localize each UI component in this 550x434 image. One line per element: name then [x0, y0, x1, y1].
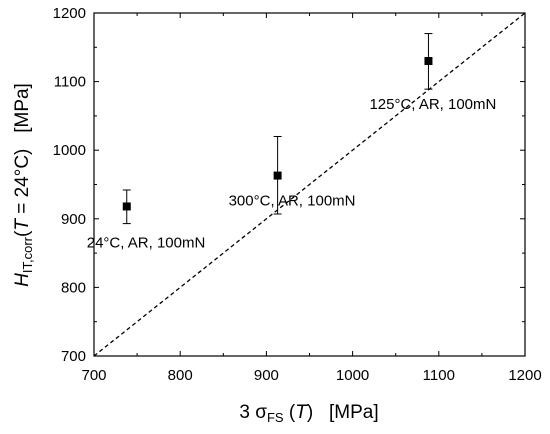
y-tick-label: 1200: [53, 5, 86, 22]
point-label: 125°C, AR, 100mN: [369, 96, 496, 113]
y-axis-ticks: 700 800 900 1000 1100 1200: [53, 5, 525, 365]
point-labels: 24°C, AR, 100mN 300°C, AR, 100mN 125°C, AR…: [87, 96, 497, 251]
y-axis-title-paren-open: (: [12, 230, 33, 237]
y-axis-title-equals: = 24°C): [12, 149, 33, 219]
data-point-marker: [273, 171, 282, 180]
point-label: 24°C, AR, 100mN: [87, 234, 206, 251]
data-point-marker: [424, 57, 433, 66]
x-axis-title-unit: [MPa]: [313, 402, 378, 423]
y-axis-title-main: H: [12, 273, 33, 287]
y-tick-label: 800: [61, 279, 86, 296]
x-tick-label: 1100: [423, 367, 455, 384]
x-tick-label: 1000: [336, 367, 369, 384]
x-tick-label: 700: [81, 367, 106, 384]
point-label: 300°C, AR, 100mN: [229, 193, 356, 210]
y-tick-label: 900: [61, 211, 86, 228]
x-axis-title-paren-open: (: [284, 402, 296, 423]
x-tick-label: 1200: [508, 367, 541, 384]
x-tick-label: 900: [254, 367, 279, 384]
y-tick-label: 1100: [54, 74, 86, 91]
y-axis-title-subscript: IT,corr: [20, 236, 35, 273]
y-axis-title-variable: T: [12, 218, 33, 231]
y-tick-label: 1000: [53, 142, 86, 159]
data-points: [122, 33, 433, 225]
x-axis-title-subscript: FS: [267, 410, 284, 425]
x-axis-title: 3 σFS (T) [MPa]: [239, 402, 378, 425]
y-axis-title-unit: [MPa]: [12, 83, 33, 148]
x-axis-ticks: 700 800 900 1000 1100 1200: [81, 13, 542, 384]
y-tick-label: 700: [61, 348, 86, 365]
x-axis-title-paren-close: ): [307, 402, 313, 423]
y-axis-title: HIT,corr(T = 24°C) [MPa]: [12, 83, 35, 287]
x-axis-title-prefix: 3 σ: [239, 402, 267, 423]
data-point-marker: [122, 202, 131, 211]
x-axis-title-variable: T: [295, 402, 308, 423]
reference-line: [93, 12, 526, 357]
x-tick-label: 800: [168, 367, 193, 384]
